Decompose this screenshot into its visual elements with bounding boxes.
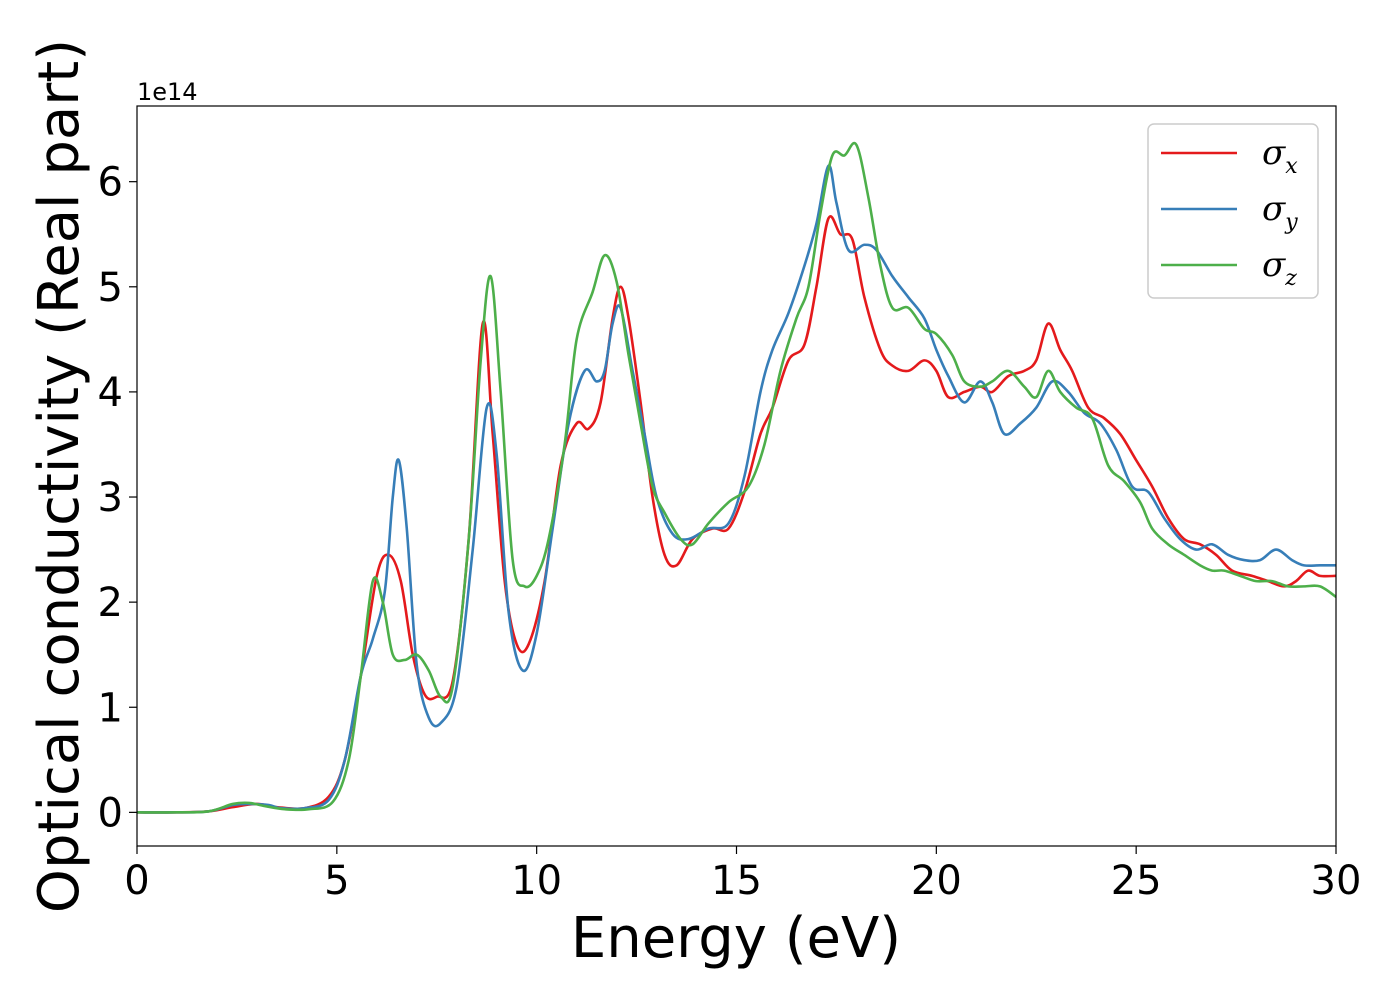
series-layer [137, 141, 1336, 814]
y-tick-label: 5 [98, 265, 123, 311]
y-tick-label: 3 [98, 475, 123, 521]
legend-frame [1147, 123, 1319, 299]
legend: σx σy σz [1147, 123, 1319, 299]
x-axis-ticks: 0 5 10 15 20 25 30 [124, 846, 1361, 904]
legend-label-sigma-y: σy [1262, 189, 1298, 235]
x-axis-label: Energy (eV) [571, 906, 901, 971]
legend-label-sigma-x: σx [1262, 133, 1298, 179]
x-tick-label: 30 [1311, 858, 1362, 904]
y-tick-label: 1 [98, 685, 123, 731]
y-offset-label: 1e14 [137, 78, 198, 106]
series-line-sigma-x [137, 215, 1336, 814]
y-tick-label: 2 [98, 580, 123, 626]
x-tick-label: 15 [711, 858, 762, 904]
y-tick-label: 0 [98, 790, 123, 836]
y-axis-label: Optical conductivity (Real part) [27, 39, 92, 913]
x-tick-label: 0 [124, 858, 149, 904]
y-tick-label: 4 [98, 370, 123, 416]
plot-background [137, 106, 1336, 846]
legend-items: σx σy σz [1161, 133, 1298, 291]
series-line-sigma-z [137, 141, 1336, 814]
x-tick-label: 20 [911, 858, 962, 904]
x-tick-label: 10 [511, 858, 562, 904]
x-tick-label: 25 [1111, 858, 1162, 904]
y-tick-label: 6 [98, 160, 123, 206]
legend-label-sigma-z: σz [1262, 245, 1297, 291]
x-tick-label: 5 [324, 858, 349, 904]
y-axis-ticks: 0 1 2 3 4 5 6 [98, 160, 137, 836]
series-line-sigma-y [137, 164, 1336, 814]
